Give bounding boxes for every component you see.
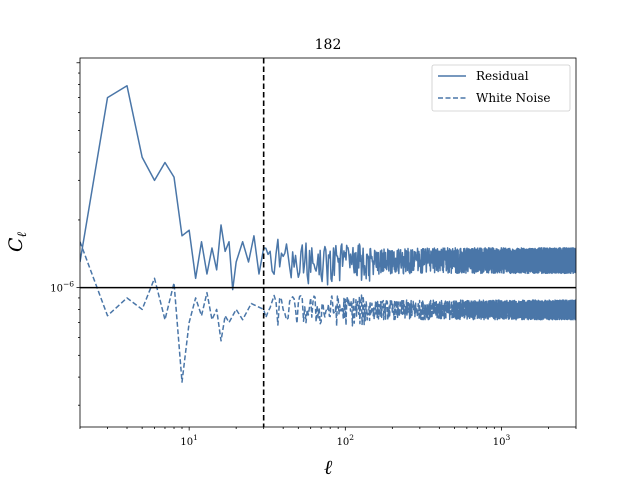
svg-text:Cℓ: Cℓ — [5, 231, 30, 252]
series-line-white-noise — [80, 241, 576, 383]
legend-box — [431, 64, 571, 112]
y-axis-label: Cℓ — [5, 231, 30, 252]
y-axis-label-subscript: ℓ — [15, 231, 30, 237]
plot-area — [80, 58, 576, 427]
y-axis-label-main: C — [5, 237, 27, 252]
legend-label-1: White Noise — [476, 91, 550, 105]
legend-label-0: Residual — [476, 69, 529, 83]
legend: Residual White Noise — [431, 64, 571, 112]
tick-label-x-10: 101 — [180, 433, 198, 448]
x-axis-label: ℓ — [324, 455, 333, 479]
tick-label-x-100: 102 — [337, 433, 355, 448]
series-line-residual — [80, 85, 576, 291]
axes-frame — [79, 57, 577, 428]
axis-ticks: 101 102 103 10−6 — [50, 62, 577, 448]
tick-label-x-1000: 103 — [493, 433, 511, 448]
chart-title: 182 — [315, 37, 342, 53]
tick-label-y: 10−6 — [50, 280, 74, 295]
